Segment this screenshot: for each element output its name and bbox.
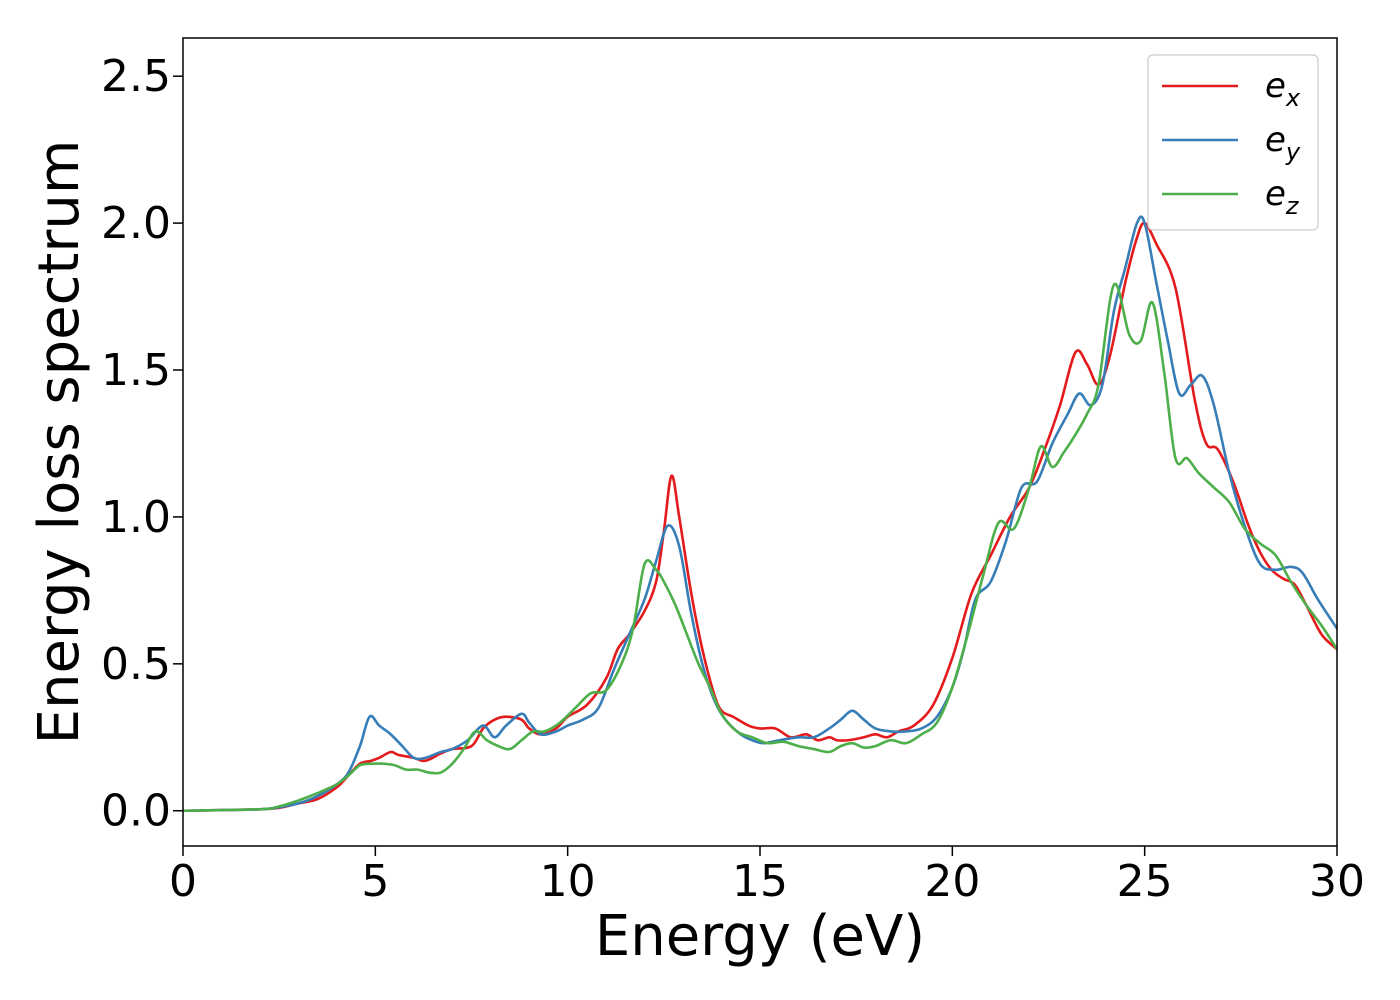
y-tick-label: 0.5 <box>101 639 171 690</box>
legend-box <box>1147 54 1319 231</box>
legend-label-subscript: z <box>1285 192 1300 220</box>
legend-label-subscript: x <box>1285 84 1301 112</box>
x-axis-ticks: 0 5 10 15 20 25 30 <box>169 846 1365 907</box>
series-line-z <box>183 282 1337 813</box>
y-tick-label: 0.0 <box>101 786 171 837</box>
series-line-y <box>183 215 1337 813</box>
x-tick-label: 25 <box>1117 856 1173 907</box>
x-tick-label: 30 <box>1309 856 1365 907</box>
legend-label-z: ez <box>1265 174 1300 220</box>
legend-label-y: ey <box>1265 120 1301 166</box>
x-tick-label: 20 <box>924 856 980 907</box>
y-tick-label: 2.0 <box>101 198 171 249</box>
y-tick-label: 1.0 <box>101 492 171 543</box>
plot-area <box>182 37 1338 847</box>
x-tick-label: 10 <box>540 856 596 907</box>
legend-label-base: e <box>1265 66 1286 106</box>
series-layer <box>183 215 1337 813</box>
y-tick-label: 2.5 <box>101 51 171 102</box>
legend-label-x: ex <box>1265 66 1301 112</box>
x-axis-label: Energy (eV) <box>595 904 925 969</box>
x-tick-label: 15 <box>732 856 788 907</box>
x-tick-label: 5 <box>361 856 389 907</box>
x-tick-label: 0 <box>169 856 197 907</box>
series-line-x <box>183 221 1337 813</box>
legend-label-base: e <box>1265 174 1286 214</box>
y-axis-label: Energy loss spectrum <box>27 140 92 745</box>
legend-label-subscript: y <box>1285 138 1301 166</box>
y-axis-ticks: 0.0 0.5 1.0 1.5 2.0 2.5 <box>101 51 183 837</box>
y-tick-label: 1.5 <box>101 345 171 396</box>
legend-label-base: e <box>1265 120 1286 160</box>
